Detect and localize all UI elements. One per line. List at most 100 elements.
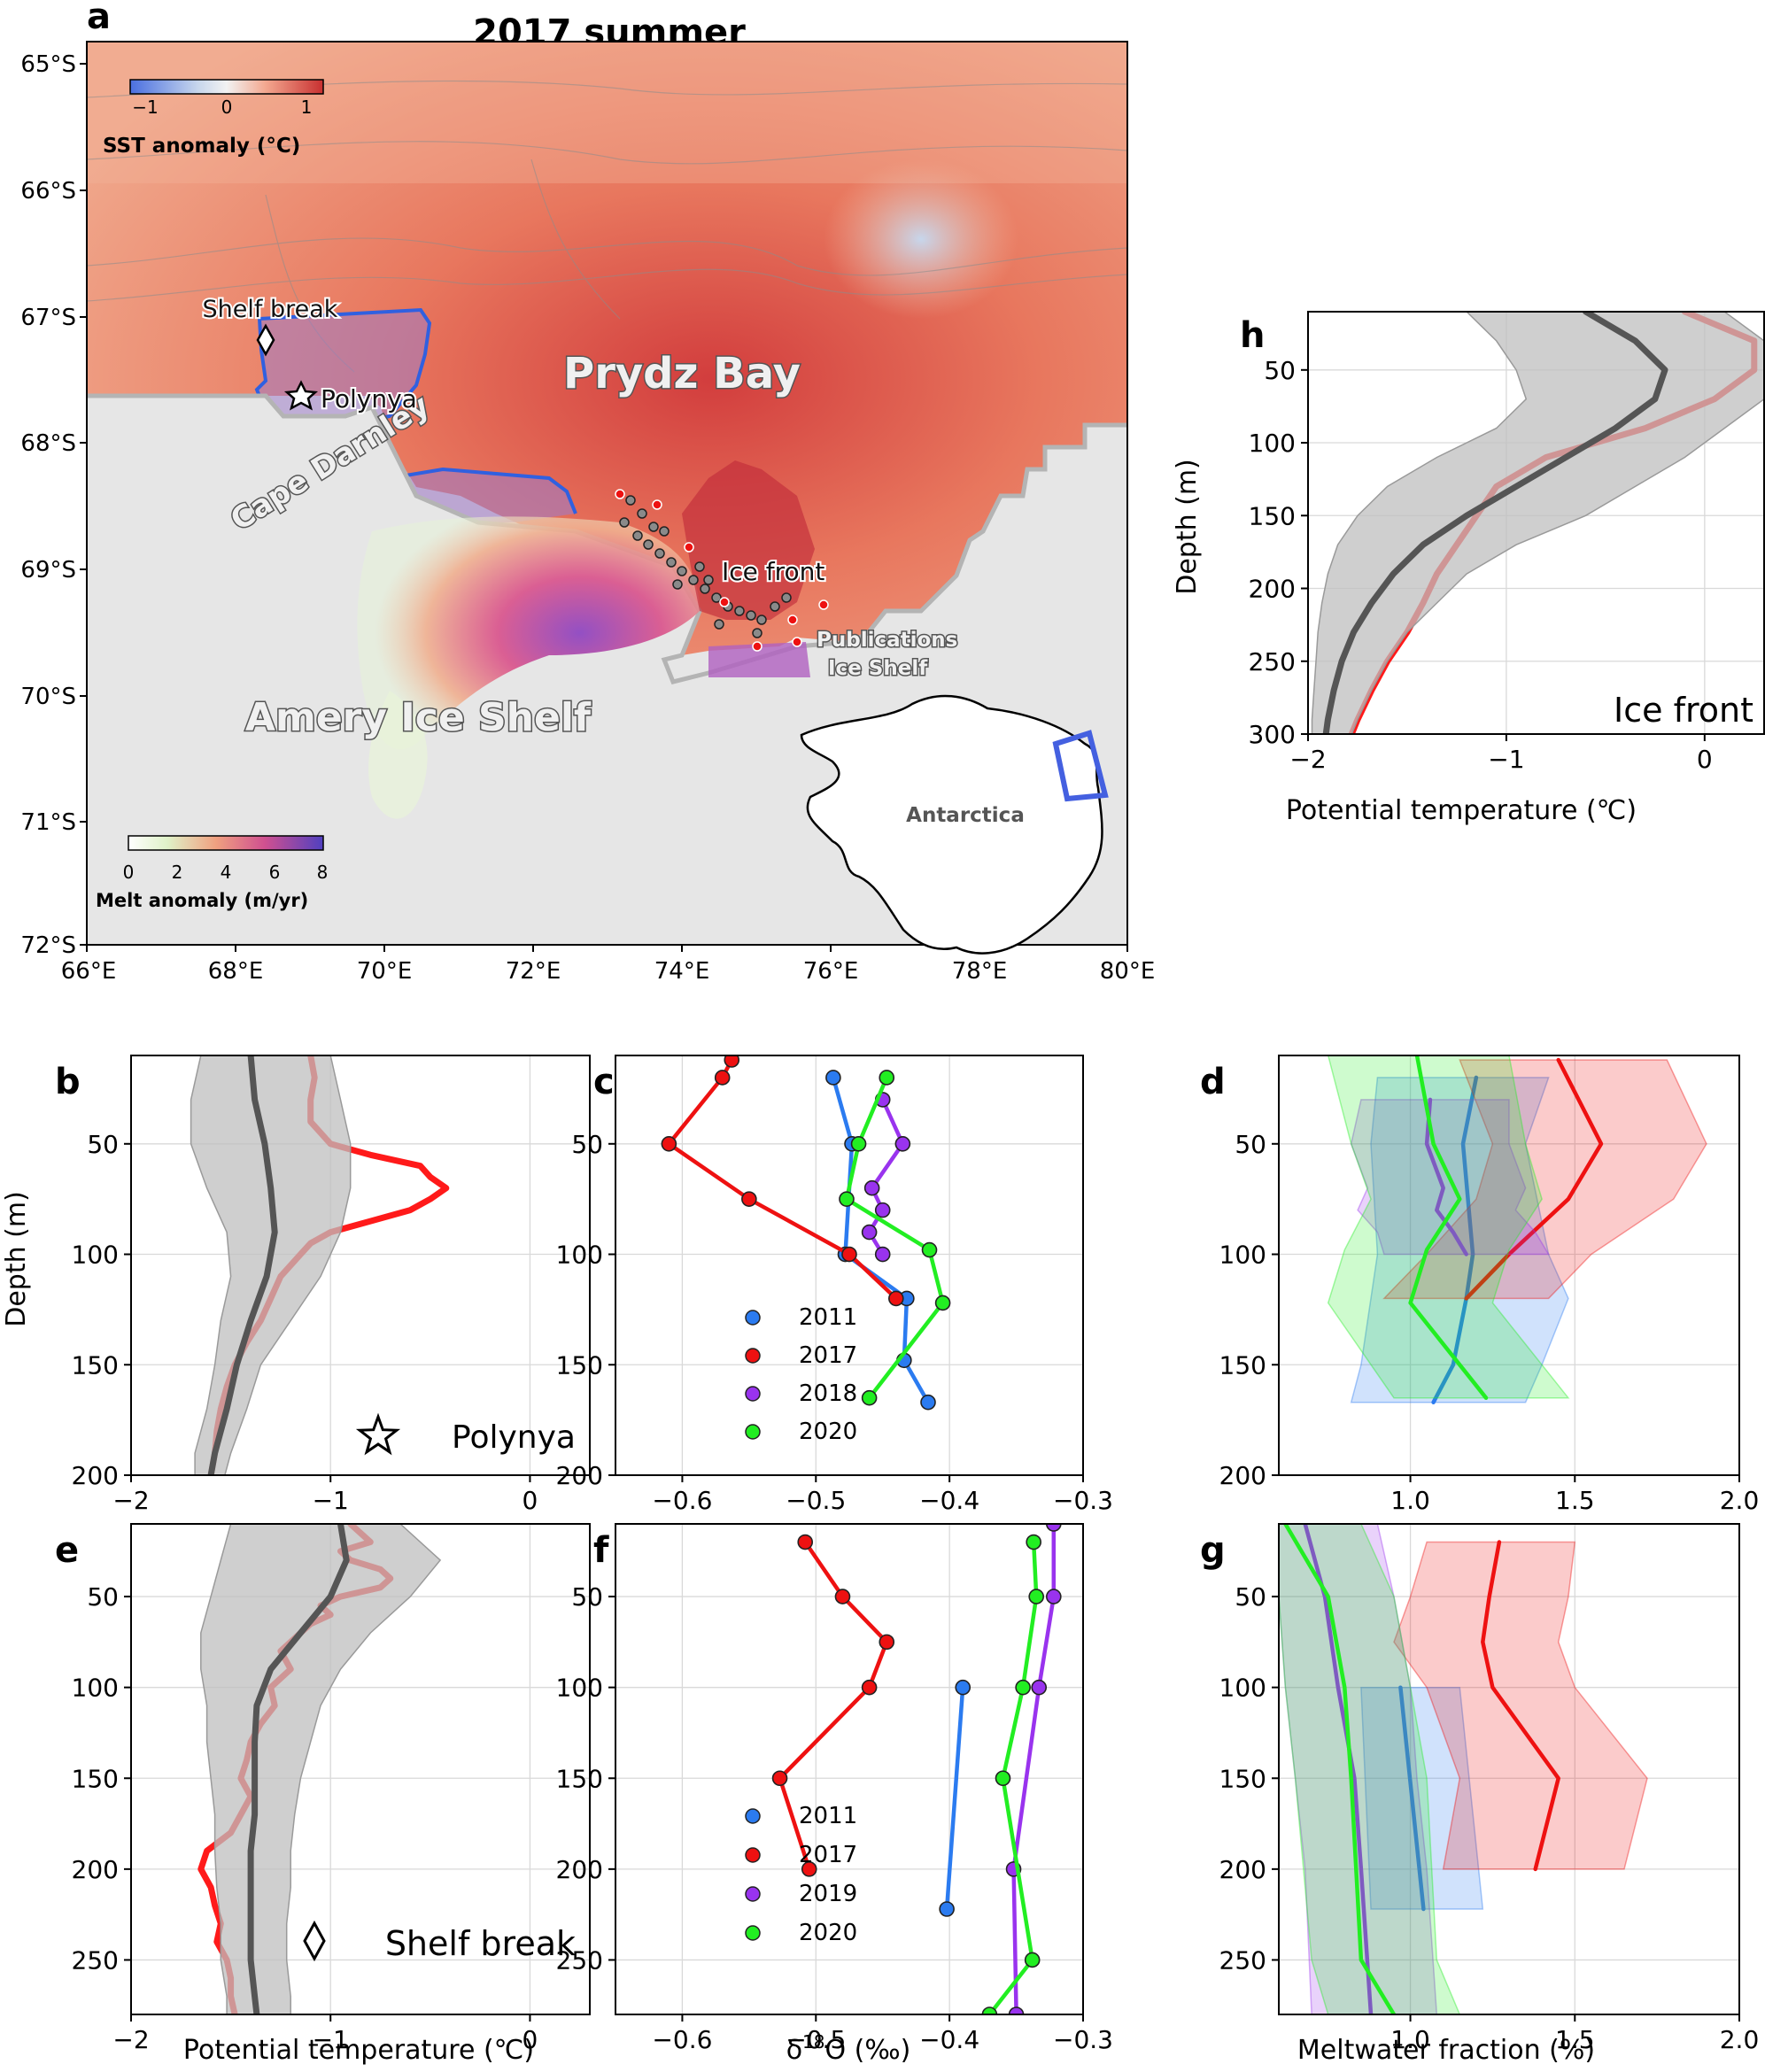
series-2020-point <box>861 1389 878 1406</box>
series-2019-point <box>1046 1524 1062 1532</box>
axes-frame <box>615 1055 1084 1476</box>
axes-frame <box>1307 311 1765 735</box>
series-2018-point <box>861 1224 878 1241</box>
series-2019-point <box>1031 1679 1048 1696</box>
series-2017-point <box>834 1589 851 1604</box>
plot-area <box>771 1524 1062 2014</box>
series-2020-point <box>1024 1952 1041 1968</box>
panel-b-polynya: b −2 −1 0 50 100 150 200 Polynya <box>55 1055 591 1515</box>
series-2017-band <box>1382 1059 1707 1300</box>
panel-label: b <box>55 1062 81 1102</box>
ctd-stations-2017 <box>615 489 829 652</box>
series-2018-point <box>874 1246 891 1263</box>
x-tick-label: 0 <box>523 2025 538 2054</box>
y-tick-label: 50 <box>87 1130 119 1159</box>
x-tick-label: −0.6 <box>652 2025 712 2054</box>
y-tick-label: 150 <box>1219 1350 1266 1380</box>
series-2011-line <box>831 1075 931 1404</box>
series-2020-point <box>921 1241 938 1258</box>
sst-colorbar: −1 0 1 SST anomaly (°C) <box>103 79 324 158</box>
series-2018-point <box>863 1179 880 1196</box>
series-2020-line <box>987 1540 1039 2014</box>
x-tick-label: −1 <box>313 1486 349 1515</box>
antarctica-inset: Antarctica <box>800 694 1109 955</box>
map-frame <box>86 41 1128 946</box>
x-tick-label: 1.0 <box>1390 1486 1430 1515</box>
legend-marker <box>745 1424 761 1440</box>
melt-tick: 2 <box>172 862 183 883</box>
melt-tick: 4 <box>221 862 232 883</box>
x-tick-label: 2.0 <box>1720 2025 1760 2054</box>
y-tick-label: 200 <box>1219 1461 1266 1490</box>
panel-f-d18o: f −0.6 −0.5 −0.4 −0.3 50 100 150 200 250 2011 2017 2… <box>556 1523 1113 2066</box>
series-2020-band <box>1327 1055 1570 1399</box>
lat-tick: 68°S <box>20 430 76 457</box>
series-2020-line <box>1283 1524 1397 2014</box>
y-tick-label: 200 <box>1249 575 1296 604</box>
label-prydz-bay: Prydz Bay <box>563 349 801 398</box>
y-tick-label: 150 <box>72 1764 119 1793</box>
label-antarctica: Antarctica <box>906 804 1025 827</box>
study-area-box <box>1052 730 1109 802</box>
series-2018-point <box>874 1202 891 1218</box>
lon-tick: 76°E <box>803 958 859 985</box>
plot-area <box>197 1524 442 2014</box>
series-2017-point <box>714 1070 731 1086</box>
lon-tick: 68°E <box>208 958 264 985</box>
series-2018-point <box>894 1135 911 1152</box>
series-climatology-mean-band <box>200 1524 442 2014</box>
series-2020-point <box>1028 1589 1044 1604</box>
series-2017-point <box>661 1135 677 1152</box>
melt-tick: 6 <box>269 862 281 883</box>
lat-tick: 72°S <box>20 932 76 959</box>
series-climatology-mean-line <box>247 1524 350 2014</box>
y-tick-label: 100 <box>556 1241 603 1270</box>
axes-frame <box>615 1523 1084 2015</box>
y-tick-label: 100 <box>556 1674 603 1703</box>
x-tick-label: −0.3 <box>1053 2025 1113 2054</box>
y-tick-label: 50 <box>571 1130 603 1159</box>
sst-warm-core <box>682 460 815 620</box>
panel-label: d <box>1200 1062 1226 1102</box>
plot-area <box>190 1055 450 1475</box>
panel-label: c <box>593 1062 615 1102</box>
series-2017-point <box>724 1055 740 1068</box>
series-2011-point <box>920 1394 936 1411</box>
panel-label: e <box>55 1530 79 1571</box>
x-tick-label: −0.5 <box>786 1486 846 1515</box>
y-tick-label: 50 <box>1264 356 1296 385</box>
panel-a-label: a <box>87 0 111 37</box>
x-tick-label: −0.5 <box>786 2025 846 2054</box>
y-tick-label: 100 <box>1219 1241 1266 1270</box>
plot-area <box>1279 1524 1648 2014</box>
series-2017-line <box>667 1057 899 1301</box>
y-tick-label: 100 <box>72 1241 119 1270</box>
panel-d-meltwater: d 1.0 1.5 2.0 50 100 150 200 <box>1200 1055 1759 1515</box>
legend-marker <box>745 1386 761 1402</box>
y-tick-label: 150 <box>556 1350 603 1380</box>
plot-area <box>661 1055 951 1411</box>
panel-e-xlabel: Potential temperature (℃) <box>183 2035 534 2066</box>
series-2019-point <box>1046 1589 1062 1604</box>
x-tick-label: −0.4 <box>919 1486 979 1515</box>
x-tick-label: 0 <box>523 1486 538 1515</box>
polynya-star-icon <box>283 380 319 411</box>
legend-label: 2017 <box>799 1842 857 1868</box>
legend-marker <box>745 1808 761 1824</box>
x-tick-label: −0.6 <box>652 1486 712 1515</box>
series-2011-point <box>955 1679 972 1696</box>
sst-colorbar-label: SST anomaly (°C) <box>103 135 300 158</box>
series-2017-point <box>861 1679 878 1696</box>
series-2020-point <box>879 1070 895 1086</box>
series-2020-point <box>1026 1534 1041 1550</box>
lon-tick: 74°E <box>654 958 710 985</box>
panel-f-xlabel: δ18O (‰) <box>786 2031 911 2066</box>
series-climatology-mean-line <box>207 1055 278 1475</box>
y-tick-label: 100 <box>1219 1674 1266 1703</box>
panel-c-d18o: c −0.6 −0.5 −0.4 −0.3 50 100 150 200 2011 2017 2018… <box>556 1055 1113 1515</box>
x-tick-label: −2 <box>112 2025 149 2054</box>
polynya-star-icon <box>355 1412 401 1456</box>
sst-cool-spot <box>824 159 1018 319</box>
sst-north-band <box>87 42 1127 183</box>
panel-a: a 2017 summer <box>20 0 1155 985</box>
